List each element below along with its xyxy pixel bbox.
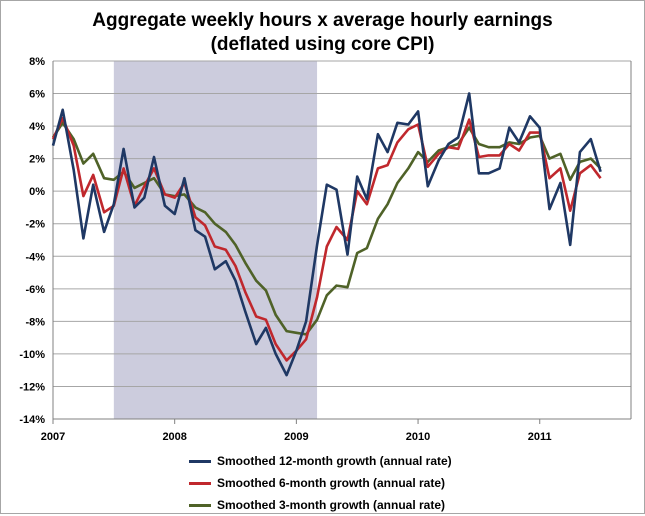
y-tick-labels: 8% 6% 4% 2% 0% -2% -4% -6% -8% -10% -12% -14% bbox=[19, 56, 45, 426]
y-tick-label: -8% bbox=[25, 316, 45, 328]
chart-title-block: Aggregate weekly hours x average hourly … bbox=[1, 9, 644, 57]
axes bbox=[52, 61, 632, 424]
legend-item-12-month: Smoothed 12-month growth (annual rate) bbox=[189, 450, 509, 472]
y-tick-label: 0% bbox=[29, 186, 45, 198]
legend-item-3-month: Smoothed 3-month growth (annual rate) bbox=[189, 494, 509, 516]
recession-band bbox=[113, 61, 318, 419]
legend-item-6-month: Smoothed 6-month growth (annual rate) bbox=[189, 472, 509, 494]
legend-swatch-12-month bbox=[189, 459, 211, 463]
y-tick-label: -6% bbox=[25, 284, 45, 296]
x-tick-labels: 2007 2008 2009 2010 2011 bbox=[41, 431, 552, 443]
legend-swatch-3-month bbox=[189, 503, 211, 507]
y-tick-label: 2% bbox=[29, 154, 45, 166]
x-tick-label: 2009 bbox=[284, 431, 308, 443]
y-tick-label: 4% bbox=[29, 121, 45, 133]
x-tick-label: 2008 bbox=[162, 431, 186, 443]
chart-subtitle: (deflated using core CPI) bbox=[210, 34, 435, 55]
series-line-12-month bbox=[51, 92, 602, 377]
chart-title: Aggregate weekly hours x average hourly … bbox=[92, 10, 553, 31]
y-tick-label: -4% bbox=[25, 251, 45, 263]
legend-label-6-month: Smoothed 6-month growth (annual rate) bbox=[217, 476, 445, 490]
series-line-6-month bbox=[51, 116, 602, 362]
legend-label-12-month: Smoothed 12-month growth (annual rate) bbox=[217, 454, 452, 468]
x-tick-label: 2011 bbox=[528, 431, 552, 443]
y-tick-label: -2% bbox=[25, 219, 45, 231]
legend-swatch-6-month bbox=[189, 481, 211, 485]
legend-label-3-month: Smoothed 3-month growth (annual rate) bbox=[217, 498, 445, 512]
y-tick-label: 8% bbox=[29, 56, 45, 68]
gridlines bbox=[53, 60, 631, 420]
series-lines bbox=[51, 92, 602, 377]
x-tick-label: 2010 bbox=[406, 431, 430, 443]
series-line-3-month bbox=[51, 121, 602, 336]
y-tick-label: -14% bbox=[19, 414, 45, 426]
y-tick-label: 6% bbox=[29, 89, 45, 101]
y-tick-label: -12% bbox=[19, 381, 45, 393]
x-tick-label: 2007 bbox=[41, 431, 65, 443]
legend: Smoothed 12-month growth (annual rate) S… bbox=[189, 450, 509, 516]
y-tick-label: -10% bbox=[19, 349, 45, 361]
